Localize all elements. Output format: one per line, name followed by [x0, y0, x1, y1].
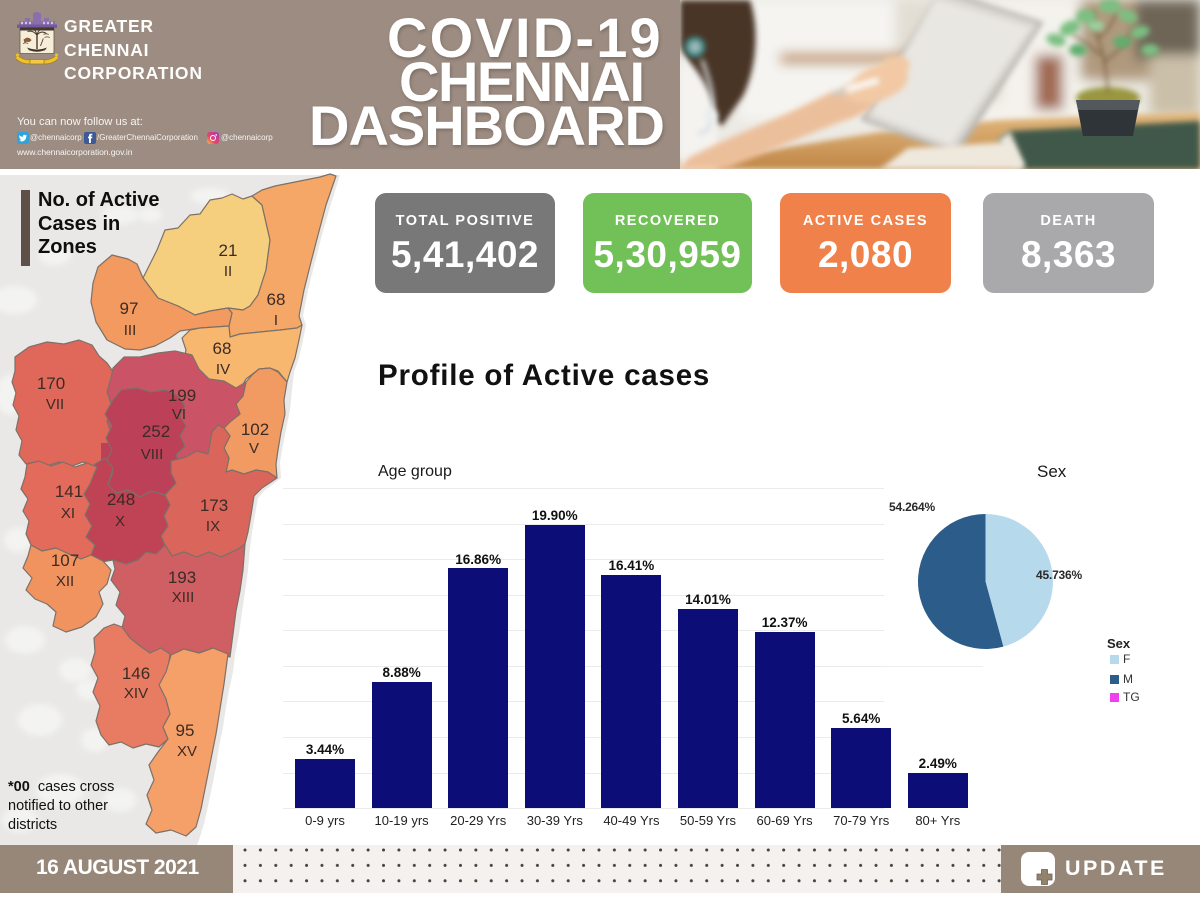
svg-text:173: 173: [200, 496, 228, 515]
svg-text:21: 21: [219, 241, 238, 260]
svg-text:III: III: [124, 322, 137, 339]
svg-text:VIII: VIII: [141, 446, 164, 463]
svg-text:II: II: [224, 263, 232, 280]
svg-text:IX: IX: [206, 518, 220, 535]
svg-text:68: 68: [213, 339, 232, 358]
svg-text:97: 97: [120, 299, 139, 318]
svg-text:141: 141: [55, 482, 83, 501]
svg-text:X: X: [115, 513, 125, 530]
svg-text:I: I: [274, 312, 278, 329]
svg-text:107: 107: [51, 551, 79, 570]
svg-text:170: 170: [37, 374, 65, 393]
svg-text:193: 193: [168, 568, 196, 587]
svg-text:68: 68: [267, 290, 286, 309]
svg-text:146: 146: [122, 664, 150, 683]
svg-text:102: 102: [241, 420, 269, 439]
svg-text:XIV: XIV: [124, 685, 148, 702]
svg-text:XI: XI: [61, 505, 75, 522]
svg-text:199: 199: [168, 386, 196, 405]
svg-text:XIII: XIII: [172, 589, 195, 606]
svg-text:XV: XV: [177, 743, 197, 760]
svg-text:VII: VII: [46, 396, 64, 413]
svg-text:V: V: [249, 440, 259, 457]
svg-text:252: 252: [142, 422, 170, 441]
svg-text:IV: IV: [216, 361, 230, 378]
svg-text:95: 95: [176, 721, 195, 740]
svg-text:VI: VI: [172, 406, 186, 423]
svg-text:XII: XII: [56, 573, 74, 590]
svg-text:248: 248: [107, 490, 135, 509]
